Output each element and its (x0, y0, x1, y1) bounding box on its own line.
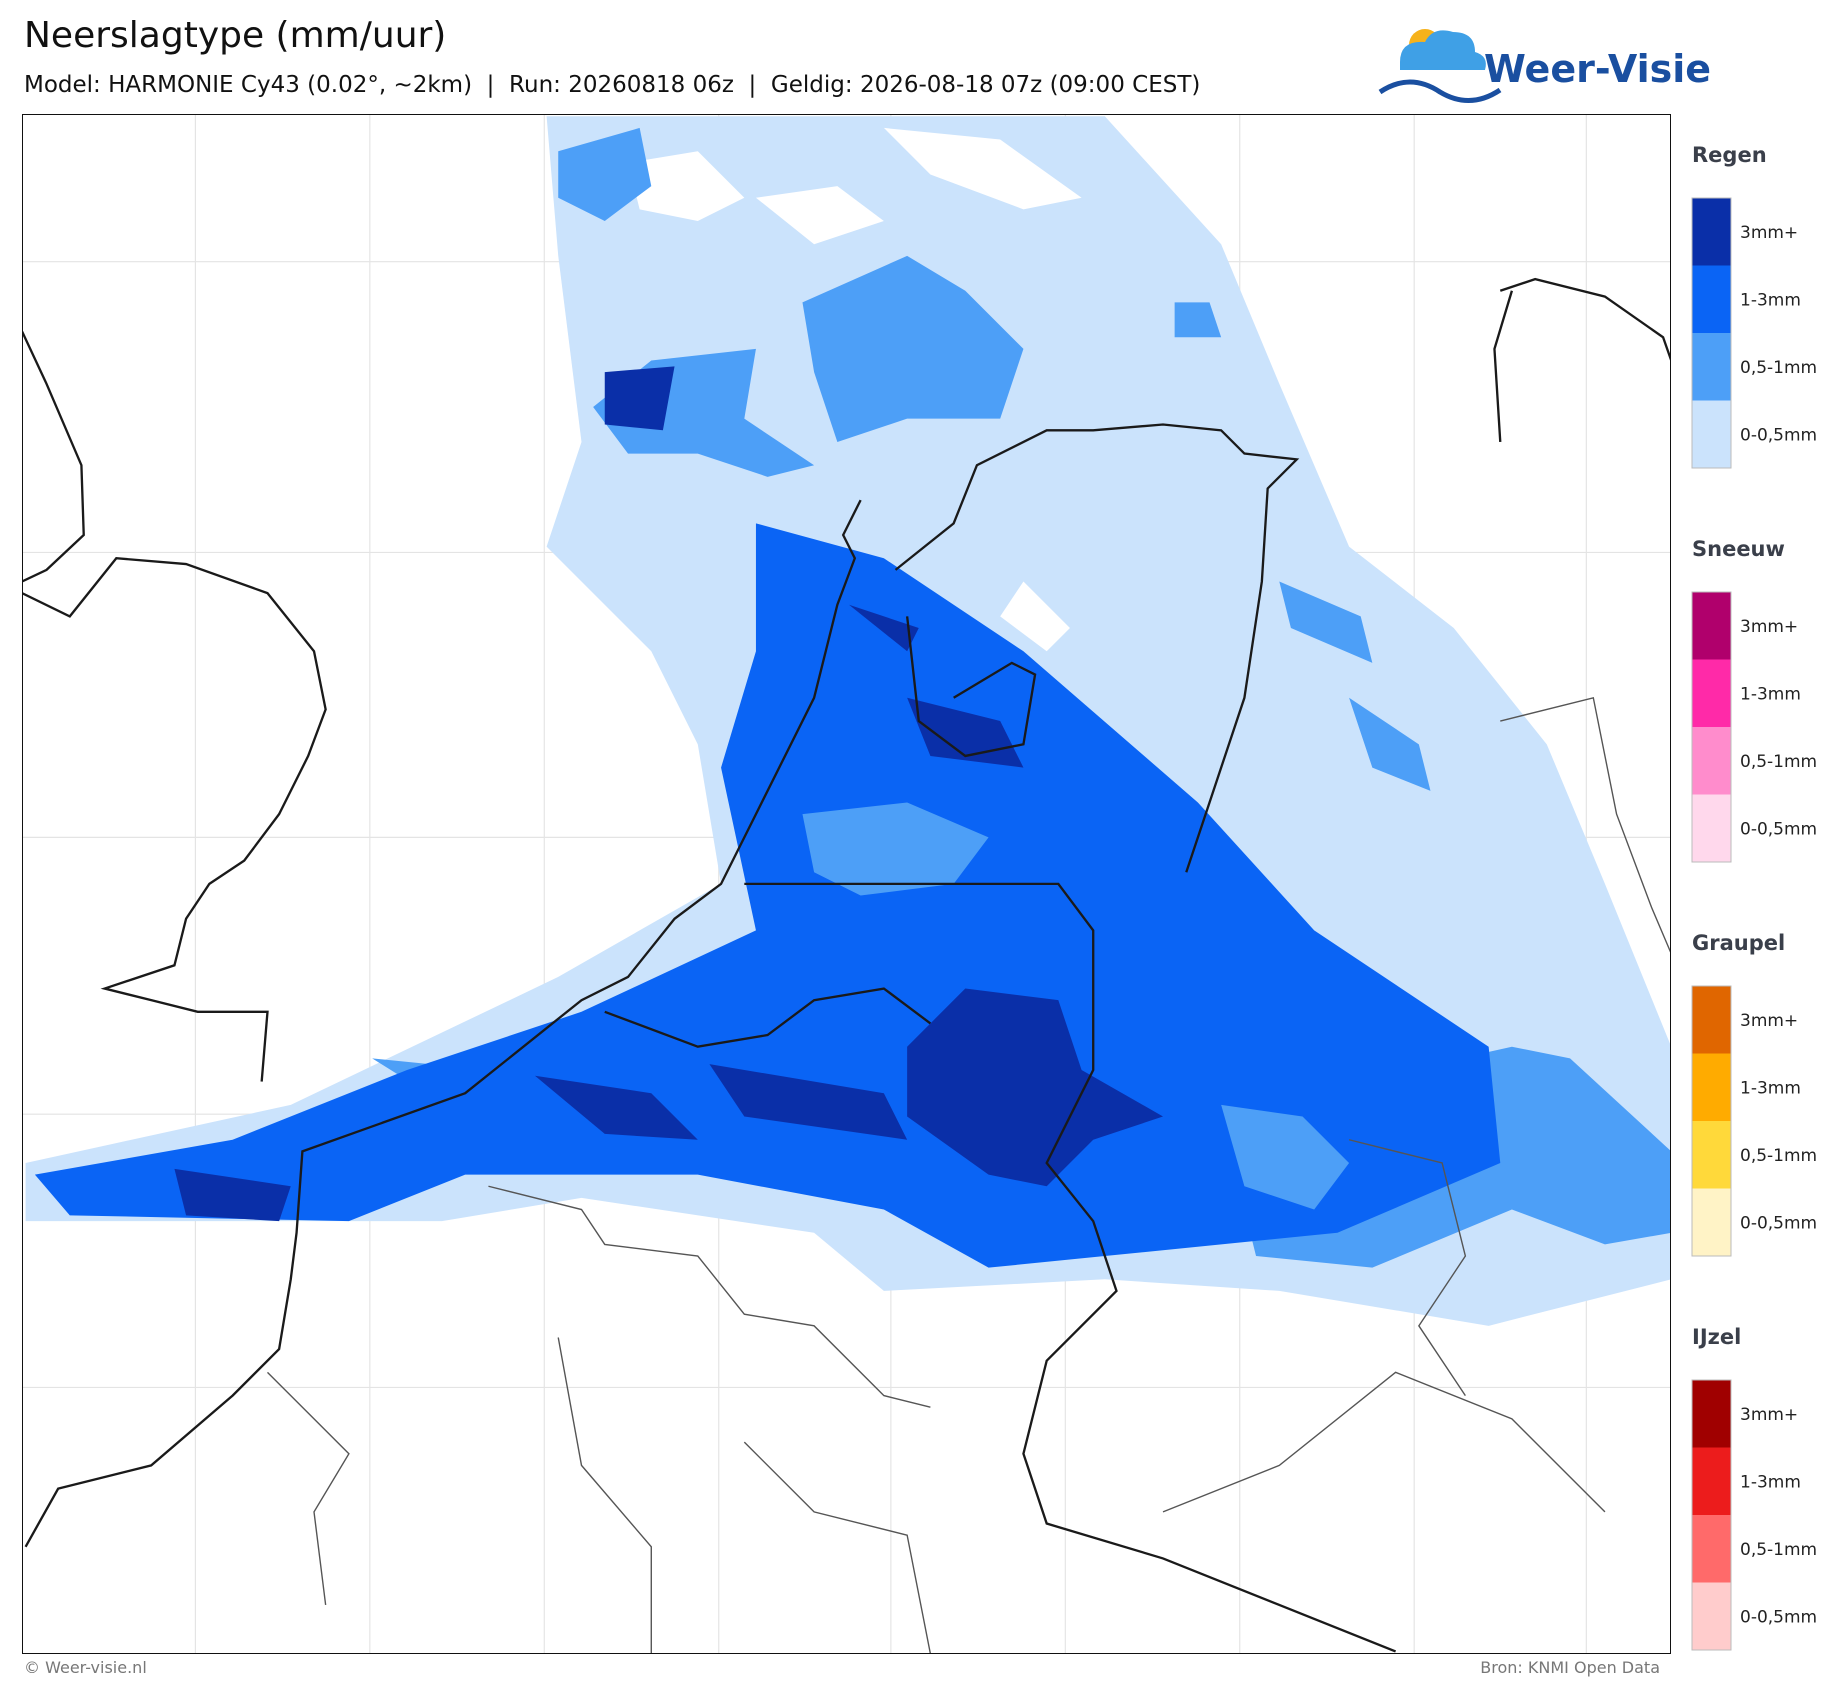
legend-swatch (1692, 1582, 1731, 1650)
legend-label: 0-0,5mm (1740, 1213, 1817, 1233)
legend-label: 0-0,5mm (1740, 425, 1817, 445)
legend-bar-frame (1691, 591, 1732, 863)
logo-text: Weer-Visie (1484, 47, 1711, 91)
logo: Weer-Visie (1378, 29, 1711, 103)
legend-label: 3mm+ (1740, 223, 1798, 243)
legend-title: Graupel (1692, 931, 1785, 955)
legend-swatch (1692, 400, 1731, 468)
precip-moderate (372, 127, 1671, 1268)
legend-label: 1-3mm (1740, 684, 1801, 704)
legend-label: 0-0,5mm (1740, 1607, 1817, 1627)
legend-bar-frame (1691, 197, 1732, 469)
legend-swatch (1692, 1380, 1731, 1448)
precip-moderate-inner (802, 802, 1350, 1210)
legend: Regen 3mm+ 1-3mm 0,5-1mm 0-0,5mm Sneeuw 3mm+ 1-… (1691, 143, 1817, 1651)
legend-swatch (1692, 333, 1731, 401)
legend-swatch (1692, 1121, 1731, 1189)
title: Neerslagtype (mm/uur) (24, 15, 446, 56)
legend-title: IJzel (1692, 1325, 1741, 1349)
legend-label: 0,5-1mm (1740, 358, 1817, 378)
legend-label: 1-3mm (1740, 1078, 1801, 1098)
legend-bar-frame (1691, 1379, 1732, 1651)
legend-label: 3mm+ (1740, 617, 1798, 637)
precip-heavy (34, 523, 1501, 1268)
legend-swatch (1692, 592, 1731, 660)
legend-label: 0-0,5mm (1740, 819, 1817, 839)
legend-swatch (1692, 659, 1731, 727)
legend-swatch (1692, 986, 1731, 1054)
precip-intense (174, 366, 1163, 1222)
legend-swatch (1692, 198, 1731, 266)
legend-label: 0,5-1mm (1740, 752, 1817, 772)
legend-bar-frame (1691, 985, 1732, 1257)
legend-swatch (1692, 1515, 1731, 1583)
subtitle: Model: HARMONIE Cy43 (0.02°, ~2km) | Run… (24, 72, 1200, 98)
legend-swatch (1692, 1188, 1731, 1256)
logo-cloud (1400, 30, 1486, 70)
logo-wave (1378, 79, 1502, 103)
legend-swatch (1692, 727, 1731, 795)
legend-label: 1-3mm (1740, 290, 1801, 310)
legend-title: Sneeuw (1692, 537, 1785, 561)
legend-swatch (1692, 794, 1731, 862)
legend-swatch (1692, 1447, 1731, 1515)
legend-label: 0,5-1mm (1740, 1540, 1817, 1560)
legend-swatch (1692, 265, 1731, 333)
legend-title: Regen (1692, 143, 1767, 167)
footer-source: Bron: KNMI Open Data (1480, 1658, 1660, 1677)
coastlines (22, 277, 1671, 1653)
map (22, 114, 1671, 1654)
footer-credit: © Weer-visie.nl (24, 1658, 147, 1677)
map-layer (22, 114, 1671, 1654)
legend-label: 0,5-1mm (1740, 1146, 1817, 1166)
borders (266, 696, 1671, 1654)
legend-label: 3mm+ (1740, 1405, 1798, 1425)
legend-swatch (1692, 1053, 1731, 1121)
legend-label: 3mm+ (1740, 1011, 1798, 1031)
precip-gap (628, 127, 1082, 943)
legend-label: 1-3mm (1740, 1472, 1801, 1492)
